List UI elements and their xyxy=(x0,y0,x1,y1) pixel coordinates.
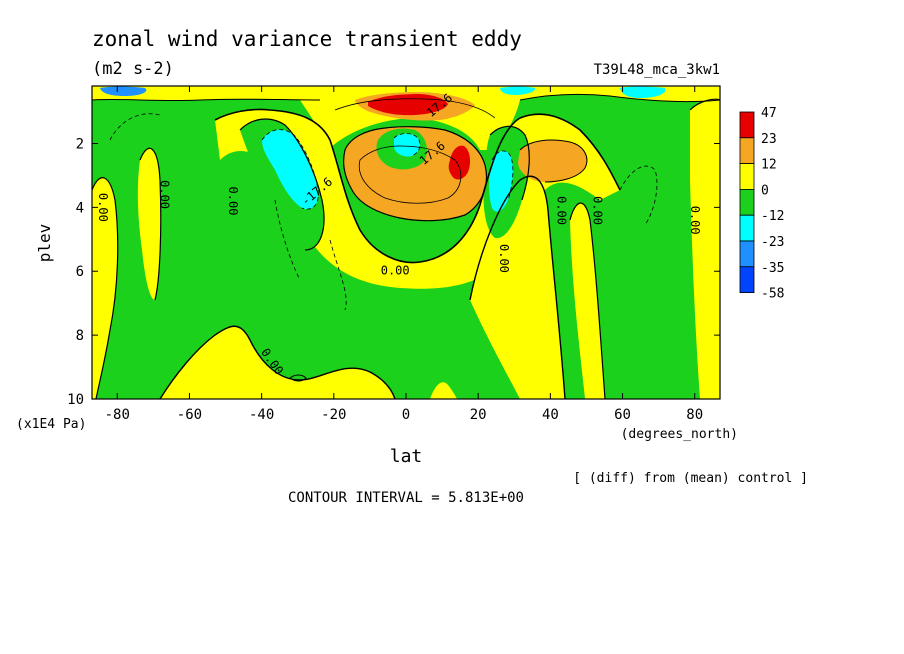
colorbar-label: 23 xyxy=(761,132,777,147)
y-tick-label: 4 xyxy=(76,200,84,216)
colorbar-label: 0 xyxy=(761,183,769,198)
colorbar-label: 12 xyxy=(761,158,777,173)
x-tick-label: -40 xyxy=(249,407,274,423)
y-tick-label: 6 xyxy=(76,264,84,280)
x-tick-label: 0 xyxy=(402,407,410,423)
y-axis: 2 4 6 8 10 xyxy=(67,136,720,408)
x-axis: -80 -60 -40 -20 0 20 40 60 80 xyxy=(105,86,703,423)
contour-label: 0.00 xyxy=(381,263,410,277)
x-tick-label: -60 xyxy=(177,407,202,423)
x-tick-label: 80 xyxy=(686,407,703,423)
y-axis-unit: (x1E4 Pa) xyxy=(16,417,86,432)
y-tick-label: 10 xyxy=(67,392,84,408)
colorbar-label: -35 xyxy=(761,261,784,276)
y-tick-label: 2 xyxy=(76,136,84,152)
y-tick-label: 8 xyxy=(76,328,84,344)
contour-label: 0.00 xyxy=(688,206,702,235)
colorbar-swatch xyxy=(739,111,755,139)
colorbar-label: -58 xyxy=(761,287,784,302)
colorbar-swatch xyxy=(739,137,755,165)
contour-label: 0.00 xyxy=(158,180,172,209)
colorbar-label: -12 xyxy=(761,209,784,224)
colorbar-label: -23 xyxy=(761,235,784,250)
contour-label: 0.00 xyxy=(96,193,110,222)
colorbar-label: 47 xyxy=(761,106,777,121)
colorbar-swatch xyxy=(739,163,755,190)
x-tick-label: -20 xyxy=(321,407,346,423)
chart-title: zonal wind variance transient eddy xyxy=(92,27,522,51)
contour-interval: CONTOUR INTERVAL = 5.813E+00 xyxy=(288,490,524,506)
colorbar-swatch xyxy=(739,188,755,216)
x-tick-label: 60 xyxy=(614,407,631,423)
y-axis-label: plev xyxy=(35,224,54,263)
chart-units: (m2 s-2) xyxy=(92,59,174,79)
colorbar: 47 23 12 0 -12 -23 -35 -58 xyxy=(739,106,784,302)
contour-label: 0.00 xyxy=(591,196,605,225)
x-tick-label: 40 xyxy=(542,407,559,423)
diff-note: [ (diff) from (mean) control ] xyxy=(573,471,808,486)
contour-label: 0.00 xyxy=(497,244,511,273)
contour-label: 0.00 xyxy=(226,187,240,216)
x-axis-label: lat xyxy=(390,446,423,467)
contour-fill xyxy=(92,86,720,399)
contour-label: 0.00 xyxy=(555,196,569,225)
x-tick-label: -80 xyxy=(105,407,130,423)
contour-lines xyxy=(92,93,720,399)
x-tick-label: 20 xyxy=(470,407,487,423)
colorbar-swatch xyxy=(739,240,755,268)
run-label: T39L48_mca_3kw1 xyxy=(594,62,720,78)
x-axis-unit: (degrees_north) xyxy=(621,427,738,442)
colorbar-swatch xyxy=(739,214,755,242)
colorbar-swatch xyxy=(739,266,755,293)
